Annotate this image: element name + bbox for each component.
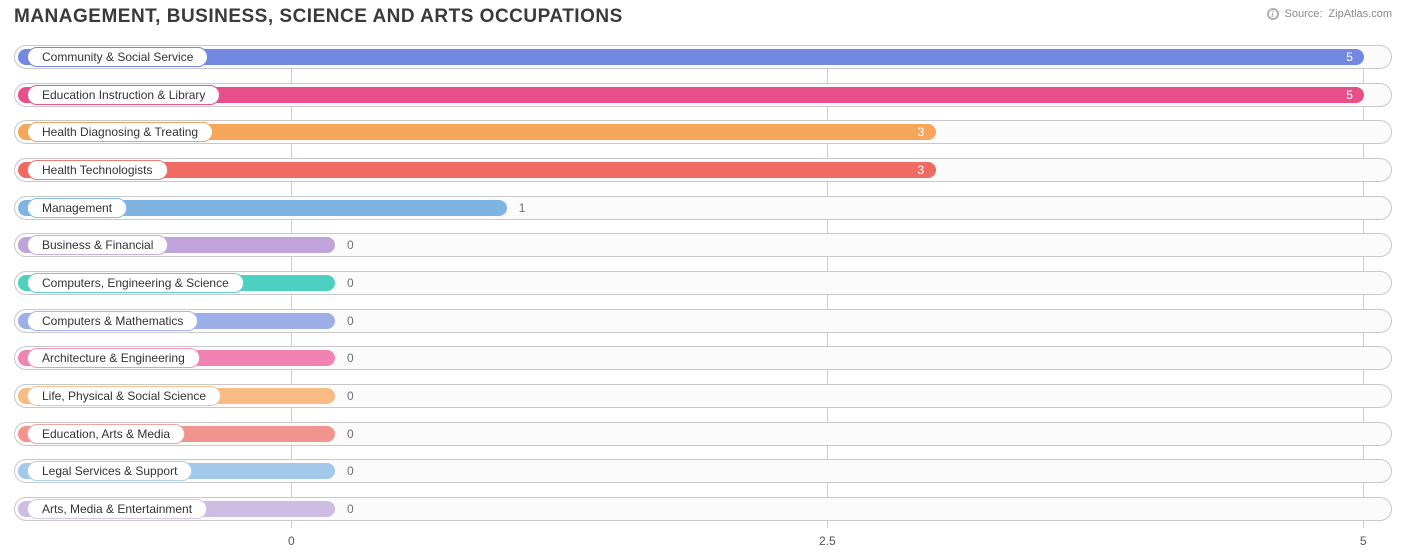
chart-row: Computers, Engineering & Science 0 — [14, 264, 1392, 302]
chart-rows: Community & Social Service5Education Ins… — [14, 38, 1392, 528]
chart-row: Education, Arts & Media 0 — [14, 415, 1392, 453]
chart-row: Management 1 — [14, 189, 1392, 227]
value-label: 5 — [1346, 88, 1353, 102]
value-label: 0 — [347, 427, 354, 441]
bar-track: Computers, Engineering & Science 0 — [14, 271, 1392, 295]
value-label: 0 — [347, 389, 354, 403]
bar-fill — [18, 49, 1364, 65]
bar-track: Computers & Mathematics 0 — [14, 309, 1392, 333]
source-attribution: i Source: ZipAtlas.com — [1267, 8, 1393, 20]
bar-track: Community & Social Service 5 — [14, 45, 1392, 69]
category-pill: Community & Social Service — [27, 47, 208, 67]
chart-row: Arts, Media & Entertainment 0 — [14, 490, 1392, 528]
chart-row: Health Technologists 3 — [14, 151, 1392, 189]
bar-track: Management 1 — [14, 196, 1392, 220]
value-label: 0 — [347, 464, 354, 478]
bar-track: Education, Arts & Media 0 — [14, 422, 1392, 446]
chart-row: Education Instruction & Library 5 — [14, 76, 1392, 114]
chart-row: Business & Financial 0 — [14, 226, 1392, 264]
x-axis-labels: 02.55 — [14, 534, 1392, 552]
value-label: 0 — [347, 351, 354, 365]
bar-track: Business & Financial 0 — [14, 233, 1392, 257]
category-pill: Education, Arts & Media — [27, 424, 185, 444]
category-pill: Computers & Mathematics — [27, 311, 198, 331]
chart-row: Life, Physical & Social Science 0 — [14, 377, 1392, 415]
value-label: 5 — [1346, 50, 1353, 64]
x-axis-tick-label: 2.5 — [819, 534, 836, 548]
category-pill: Life, Physical & Social Science — [27, 386, 221, 406]
value-label: 0 — [347, 276, 354, 290]
source-label: Source: — [1285, 8, 1323, 20]
chart-row: Legal Services & Support 0 — [14, 453, 1392, 491]
value-label: 0 — [347, 238, 354, 252]
category-pill: Education Instruction & Library — [27, 85, 220, 105]
x-axis-tick-label: 0 — [288, 534, 295, 548]
bar-track: Arts, Media & Entertainment 0 — [14, 497, 1392, 521]
category-pill: Management — [27, 198, 127, 218]
category-pill: Computers, Engineering & Science — [27, 273, 244, 293]
bar-track: Health Diagnosing & Treating 3 — [14, 120, 1392, 144]
category-pill: Health Diagnosing & Treating — [27, 122, 213, 142]
value-label: 3 — [918, 163, 925, 177]
category-pill: Business & Financial — [27, 235, 168, 255]
bar-track: Architecture & Engineering 0 — [14, 346, 1392, 370]
category-pill: Arts, Media & Entertainment — [27, 499, 207, 519]
x-axis-tick-label: 5 — [1360, 534, 1367, 548]
bar-track: Life, Physical & Social Science 0 — [14, 384, 1392, 408]
value-label: 0 — [347, 502, 354, 516]
chart-row: Community & Social Service 5 — [14, 38, 1392, 76]
category-pill: Legal Services & Support — [27, 461, 192, 481]
value-label: 0 — [347, 314, 354, 328]
bar-track: Education Instruction & Library 5 — [14, 83, 1392, 107]
bar-track: Legal Services & Support 0 — [14, 459, 1392, 483]
value-label: 3 — [918, 125, 925, 139]
chart-row: Health Diagnosing & Treating 3 — [14, 113, 1392, 151]
chart-row: Computers & Mathematics 0 — [14, 302, 1392, 340]
bar-track: Health Technologists 3 — [14, 158, 1392, 182]
category-pill: Health Technologists — [27, 160, 168, 180]
chart-row: Architecture & Engineering 0 — [14, 340, 1392, 378]
source-name: ZipAtlas.com — [1328, 8, 1392, 20]
info-icon: i — [1267, 8, 1279, 20]
value-label: 1 — [519, 201, 526, 215]
chart-plot-area: Community & Social Service5Education Ins… — [14, 38, 1392, 528]
category-pill: Architecture & Engineering — [27, 348, 200, 368]
chart-title: MANAGEMENT, BUSINESS, SCIENCE AND ARTS O… — [0, 0, 1406, 28]
